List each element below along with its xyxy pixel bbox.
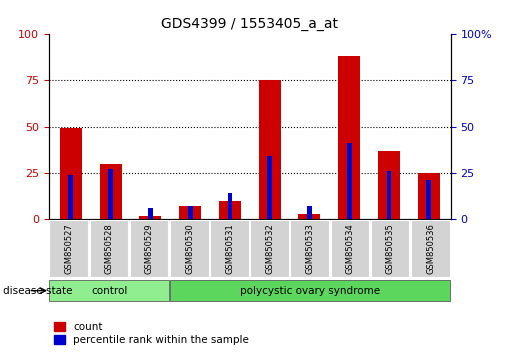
Bar xyxy=(338,56,360,219)
Bar xyxy=(299,214,320,219)
Bar xyxy=(140,216,161,219)
Text: GSM850530: GSM850530 xyxy=(185,223,194,274)
Bar xyxy=(99,164,122,219)
Bar xyxy=(188,206,193,219)
Bar xyxy=(259,80,281,219)
Bar xyxy=(387,171,391,219)
Bar xyxy=(60,129,82,219)
Bar xyxy=(378,151,400,219)
Bar xyxy=(108,169,113,219)
Bar xyxy=(426,181,431,219)
Text: GSM850529: GSM850529 xyxy=(145,223,154,274)
Text: GSM850533: GSM850533 xyxy=(305,223,315,274)
Bar xyxy=(418,173,440,219)
Bar xyxy=(307,206,312,219)
Bar xyxy=(179,206,201,219)
Text: GSM850527: GSM850527 xyxy=(64,223,74,274)
Bar xyxy=(267,156,272,219)
Text: GSM850534: GSM850534 xyxy=(346,223,355,274)
Bar xyxy=(228,193,232,219)
Bar xyxy=(68,175,73,219)
Text: polycystic ovary syndrome: polycystic ovary syndrome xyxy=(240,286,380,296)
Text: GSM850528: GSM850528 xyxy=(105,223,114,274)
Text: disease state: disease state xyxy=(3,286,72,296)
Title: GDS4399 / 1553405_a_at: GDS4399 / 1553405_a_at xyxy=(161,17,338,31)
Text: GSM850532: GSM850532 xyxy=(265,223,274,274)
Text: GSM850536: GSM850536 xyxy=(426,223,435,274)
Bar xyxy=(347,143,352,219)
Text: GSM850535: GSM850535 xyxy=(386,223,395,274)
Legend: count, percentile rank within the sample: count, percentile rank within the sample xyxy=(54,322,249,345)
Bar xyxy=(219,201,241,219)
Text: control: control xyxy=(91,286,127,296)
Text: GSM850531: GSM850531 xyxy=(225,223,234,274)
Bar xyxy=(148,208,153,219)
